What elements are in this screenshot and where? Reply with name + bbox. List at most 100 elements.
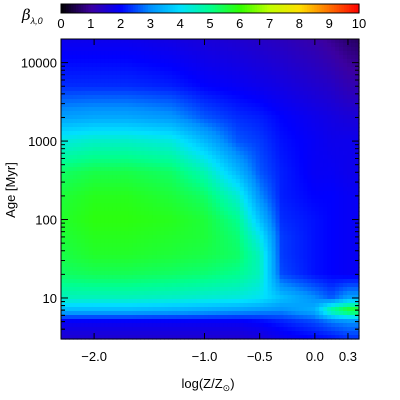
heatmap-cell xyxy=(100,71,106,76)
heatmap-cell xyxy=(128,63,134,68)
heatmap-cell xyxy=(347,239,352,244)
heatmap-cell xyxy=(172,263,177,268)
heatmap-cell xyxy=(108,243,114,248)
heatmap-cell xyxy=(61,95,66,100)
heatmap-cell xyxy=(231,55,237,60)
heatmap-cell xyxy=(295,79,300,84)
heatmap-cell xyxy=(204,243,209,248)
heatmap-cell xyxy=(215,251,221,256)
heatmap-cell xyxy=(307,139,312,144)
heatmap-cell xyxy=(275,79,281,84)
heatmap-cell xyxy=(335,203,340,208)
heatmap-cell xyxy=(331,163,336,168)
heatmap-cell xyxy=(343,155,348,160)
heatmap-cell xyxy=(291,235,297,240)
heatmap-cell xyxy=(263,155,269,160)
colorbar-segment xyxy=(232,4,236,13)
heatmap-cell xyxy=(339,179,344,184)
heatmap-cell xyxy=(311,111,316,116)
heatmap-cell xyxy=(295,51,300,56)
heatmap-cell xyxy=(148,247,153,252)
heatmap-cell xyxy=(303,211,308,216)
heatmap-cell xyxy=(239,103,245,108)
heatmap-cell xyxy=(200,187,205,192)
heatmap-cell xyxy=(263,63,269,68)
heatmap-cell xyxy=(112,271,118,276)
heatmap-cell xyxy=(192,55,197,60)
heatmap-cell xyxy=(136,191,142,196)
heatmap-cell xyxy=(331,103,336,108)
heatmap-cell xyxy=(315,135,320,140)
heatmap-cell xyxy=(251,287,257,292)
heatmap-cell xyxy=(200,159,205,164)
heatmap-cell xyxy=(291,287,297,292)
heatmap-cell xyxy=(295,47,300,52)
heatmap-cell xyxy=(180,55,185,60)
colorbar-tick-label: 8 xyxy=(296,16,303,31)
heatmap-cell xyxy=(295,191,300,196)
heatmap-cell xyxy=(64,291,70,296)
heatmap-cell xyxy=(227,191,233,196)
heatmap-cell xyxy=(239,227,245,232)
heatmap-cell xyxy=(259,71,265,76)
heatmap-cell xyxy=(247,155,253,160)
heatmap-cell xyxy=(327,287,332,292)
heatmap-cell xyxy=(271,107,277,112)
heatmap-cell xyxy=(235,87,241,92)
heatmap-cell xyxy=(148,295,153,300)
heatmap-cell xyxy=(124,191,130,196)
heatmap-cell xyxy=(247,183,253,188)
heatmap-cell xyxy=(295,287,300,292)
heatmap-cell xyxy=(104,259,110,264)
heatmap-cell xyxy=(227,291,233,296)
heatmap-cell xyxy=(160,111,165,116)
heatmap-cell xyxy=(188,207,193,212)
heatmap-cell xyxy=(267,119,273,124)
heatmap-cell xyxy=(152,271,157,276)
heatmap-cell xyxy=(247,287,253,292)
heatmap-cell xyxy=(215,199,221,204)
heatmap-cell xyxy=(267,71,273,76)
heatmap-cell xyxy=(72,143,78,148)
heatmap-cell xyxy=(108,187,114,192)
heatmap-cell xyxy=(235,283,241,288)
colorbar-segment xyxy=(93,4,97,13)
heatmap-cell xyxy=(152,91,157,96)
heatmap-cell xyxy=(339,123,344,128)
heatmap-cell xyxy=(92,79,98,84)
heatmap-cell xyxy=(120,287,126,292)
heatmap-cell xyxy=(271,223,277,228)
heatmap-cell xyxy=(255,263,261,268)
heatmap-cell xyxy=(271,159,277,164)
heatmap-cell xyxy=(343,291,348,296)
heatmap-cell xyxy=(227,59,233,64)
heatmap-cell xyxy=(247,39,253,44)
heatmap-cell xyxy=(168,191,173,196)
heatmap-cell xyxy=(96,67,102,72)
heatmap-cell xyxy=(160,123,165,128)
heatmap-cell xyxy=(160,279,165,284)
heatmap-cell xyxy=(351,163,356,168)
heatmap-cell xyxy=(291,163,297,168)
heatmap-cell xyxy=(319,99,324,104)
heatmap-cell xyxy=(192,263,197,268)
heatmap-cell xyxy=(323,195,328,200)
heatmap-cell xyxy=(355,59,360,64)
heatmap-cell xyxy=(315,107,320,112)
heatmap-cell xyxy=(68,231,74,236)
heatmap-cell xyxy=(219,247,225,252)
heatmap-cell xyxy=(283,135,289,140)
heatmap-cell xyxy=(68,283,74,288)
heatmap-cell xyxy=(132,267,138,272)
heatmap-cell xyxy=(339,235,344,240)
heatmap-cell xyxy=(211,167,217,172)
heatmap-cell xyxy=(247,115,253,120)
heatmap-cell xyxy=(275,239,281,244)
heatmap-cell xyxy=(331,179,336,184)
heatmap-cell xyxy=(208,183,213,188)
heatmap-cell xyxy=(72,87,78,92)
heatmap-cell xyxy=(327,119,332,124)
heatmap-cell xyxy=(227,119,233,124)
heatmap-cell xyxy=(267,163,273,168)
heatmap-cell xyxy=(84,235,90,240)
